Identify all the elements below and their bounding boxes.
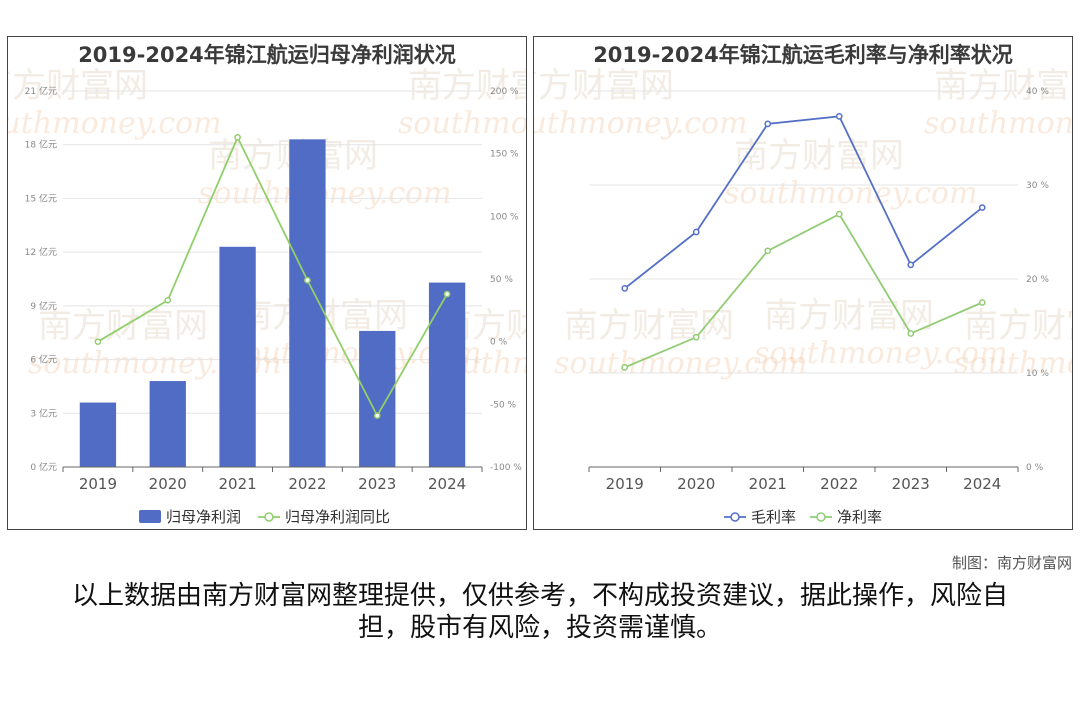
bar-net-profit	[219, 246, 256, 467]
x-tick-label: 2019	[606, 475, 644, 493]
y-right-tick-label: -100 %	[490, 463, 522, 473]
left-chart-panel: 南方财富网southmoney.com南方财富网southmoney.com南方…	[7, 36, 527, 530]
bar-net-profit	[79, 402, 117, 467]
legend-swatch-marker	[264, 512, 274, 522]
point-gross-margin	[764, 120, 772, 128]
watermark-text-cn: 南方财富网	[408, 66, 527, 106]
watermark-text-en: southmoney.com	[724, 176, 978, 211]
y-left-tick-label: 3 亿元	[30, 407, 57, 419]
right-chart-panel: 南方财富网southmoney.com南方财富网southmoney.com南方…	[533, 36, 1073, 530]
point-yoy-growth	[164, 296, 172, 304]
disclaimer-text: 以上数据由南方财富网整理提供，仅供参考，不构成投资建议，据此操作，风险自担，股市…	[71, 581, 1008, 643]
x-tick-label: 2022	[288, 475, 326, 493]
left-chart-svg: 南方财富网southmoney.com南方财富网southmoney.com南方…	[8, 66, 527, 526]
legend-swatch-marker	[730, 512, 740, 522]
y-right-tick-label: 40 %	[1026, 87, 1049, 97]
right-chart-svg: 南方财富网southmoney.com南方财富网southmoney.com南方…	[534, 66, 1073, 526]
y-left-tick-label: 21 亿元	[25, 85, 57, 97]
point-gross-margin	[621, 285, 629, 292]
x-tick-label: 2021	[218, 475, 256, 493]
point-yoy-growth	[94, 338, 102, 346]
x-tick-label: 2019	[79, 475, 117, 493]
watermark-text-en: southmoney.com	[954, 346, 1073, 381]
right-chart-title: 2019-2024年锦江航运毛利率与净利率状况	[593, 43, 1013, 67]
point-gross-margin	[907, 261, 915, 269]
legend-swatch-marker	[816, 512, 826, 522]
watermark-text-en: southmoney.com	[8, 106, 222, 141]
y-right-tick-label: 20 %	[1026, 275, 1049, 285]
y-left-tick-label: 12 亿元	[25, 246, 57, 258]
point-yoy-growth	[443, 290, 451, 298]
y-right-tick-label: 0 %	[1026, 463, 1044, 473]
point-yoy-growth	[234, 134, 241, 141]
y-left-tick-label: 15 亿元	[25, 192, 57, 204]
y-right-tick-label: 50 %	[490, 275, 513, 285]
point-yoy-growth	[304, 276, 311, 284]
point-yoy-growth	[373, 412, 381, 419]
point-net-margin	[835, 210, 843, 218]
left-chart-title: 2019-2024年锦江航运归母净利润状况	[78, 43, 456, 67]
x-tick-label: 2021	[749, 475, 787, 493]
y-right-tick-label: 0 %	[490, 338, 508, 348]
watermark-text-cn: 南方财富网	[964, 306, 1073, 346]
y-right-tick-label: -50 %	[490, 400, 517, 410]
line-yoy-growth	[97, 135, 448, 418]
x-tick-label: 2020	[677, 475, 715, 493]
watermark-text-cn: 南方财富网	[934, 66, 1073, 106]
point-net-margin	[978, 299, 986, 306]
watermark-text-en: southmoney.com	[534, 106, 748, 141]
x-tick-label: 2023	[892, 475, 930, 493]
watermark-text-cn: 南方财富网	[564, 306, 734, 346]
y-left-tick-label: 9 亿元	[30, 300, 57, 312]
bar-net-profit	[359, 330, 396, 467]
y-left-tick-label: 18 亿元	[25, 139, 57, 151]
point-net-margin	[692, 333, 700, 341]
watermark-text-cn: 南方财富网	[764, 296, 934, 336]
point-gross-margin	[978, 204, 986, 211]
watermark-text-en: southmoney.com	[924, 106, 1073, 141]
point-gross-margin	[835, 113, 843, 120]
legend-label-gross-margin: 毛利率	[751, 508, 796, 526]
y-left-tick-label: 6 亿元	[30, 354, 57, 366]
point-net-margin	[764, 247, 772, 255]
point-gross-margin	[692, 228, 700, 236]
y-right-tick-label: 150 %	[490, 150, 519, 160]
watermark-text-cn: 南方财富网	[734, 136, 904, 176]
watermark-text-en: southmoney.com	[554, 346, 808, 381]
chart-credit: 制图：南方财富网	[951, 554, 1072, 572]
line-gross-margin	[624, 115, 983, 290]
y-left-tick-label: 0 亿元	[30, 461, 57, 473]
y-right-tick-label: 200 %	[490, 87, 519, 97]
watermark-text-en: southmoney.com	[398, 106, 527, 141]
point-net-margin	[621, 364, 629, 371]
watermark-text-cn: 南方财富网	[8, 66, 148, 106]
bar-net-profit	[428, 282, 466, 467]
y-right-tick-label: 100 %	[490, 212, 519, 222]
line-net-margin	[624, 212, 983, 369]
x-tick-label: 2024	[963, 475, 1001, 493]
x-tick-label: 2022	[820, 475, 858, 493]
x-tick-label: 2020	[149, 475, 187, 493]
legend-label-net-margin: 净利率	[837, 508, 882, 526]
watermark-text-cn: 南方财富网	[534, 66, 674, 106]
legend-label-yoy: 归母净利润同比	[285, 508, 390, 526]
y-right-tick-label: 30 %	[1026, 181, 1049, 191]
point-net-margin	[907, 330, 915, 337]
x-tick-label: 2023	[358, 475, 396, 493]
legend-label-net-profit: 归母净利润	[166, 508, 241, 526]
y-right-tick-label: 10 %	[1026, 369, 1049, 379]
watermark-text-en: southmoney.com	[754, 336, 1008, 371]
bar-net-profit	[149, 381, 186, 467]
x-tick-label: 2024	[428, 475, 466, 493]
legend-swatch-bar	[139, 510, 161, 523]
